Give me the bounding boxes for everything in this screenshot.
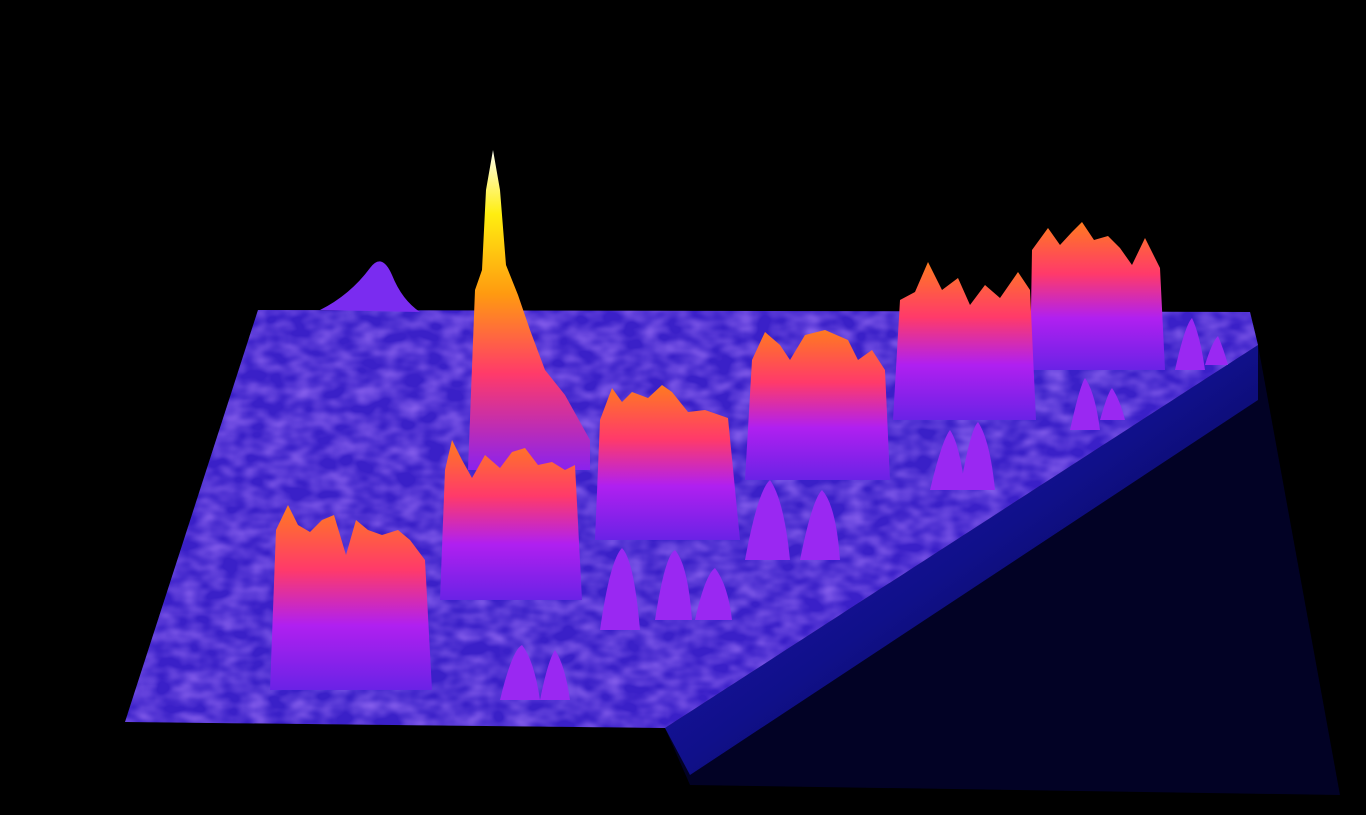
peak [1030, 222, 1165, 370]
edge-band [665, 345, 1258, 775]
peak [595, 385, 740, 540]
peak [745, 330, 890, 480]
ripples [500, 318, 1228, 700]
hump [320, 261, 420, 312]
spike [468, 150, 590, 470]
peak [440, 440, 582, 600]
peak [893, 262, 1036, 420]
side-face [665, 345, 1340, 795]
peak [270, 505, 432, 690]
